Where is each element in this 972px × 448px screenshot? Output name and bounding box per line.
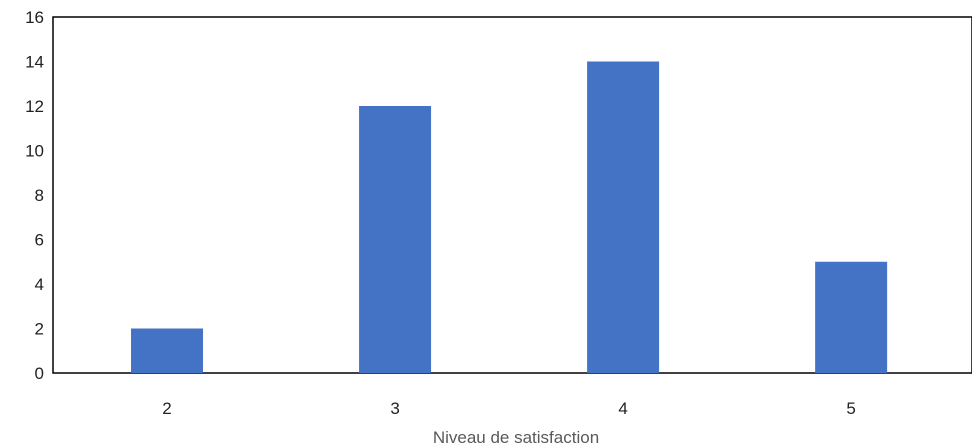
bar-2	[131, 328, 204, 373]
bar-3	[359, 106, 432, 373]
plot-frame	[52, 16, 972, 374]
bar-4	[587, 61, 660, 373]
y-tick-label: 0	[35, 364, 44, 383]
x-tick-label: 4	[618, 399, 627, 418]
y-tick-label: 14	[25, 53, 44, 72]
y-tick-label: 8	[35, 186, 44, 205]
y-tick-label: 10	[25, 142, 44, 161]
x-axis-title: Niveau de satisfaction	[433, 428, 599, 447]
y-tick-label: 6	[35, 231, 44, 250]
x-tick-label: 2	[162, 399, 171, 418]
y-tick-label: 2	[35, 320, 44, 339]
bar-5	[815, 261, 888, 373]
y-axis-ticks: 0 2 4 6 8 10 12 14 16	[25, 8, 44, 383]
x-tick-label: 5	[846, 399, 855, 418]
y-tick-label: 12	[25, 97, 44, 116]
bar-series	[131, 61, 888, 373]
y-tick-label: 16	[25, 8, 44, 27]
x-tick-label: 3	[390, 399, 399, 418]
y-tick-label: 4	[35, 275, 44, 294]
x-axis-ticks: 2 3 4 5	[162, 399, 856, 418]
